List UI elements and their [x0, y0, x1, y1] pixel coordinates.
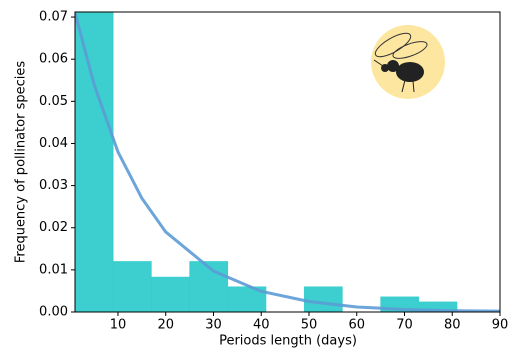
y-tick-label: 0.06 [39, 52, 68, 67]
fit-curve [75, 12, 500, 312]
bar [112, 261, 152, 312]
y-tick-label: 0.04 [39, 136, 68, 151]
x-tick-label: 50 [301, 318, 318, 333]
bar [303, 286, 343, 312]
y-tick-label: 0.01 [39, 262, 68, 277]
bee-icon [371, 25, 445, 99]
y-tick-label: 0.00 [39, 305, 68, 320]
y-tick-label: 0.05 [39, 94, 68, 109]
x-tick-label: 80 [444, 318, 461, 333]
x-tick-label: 70 [396, 318, 413, 333]
x-tick-label: 30 [205, 318, 222, 333]
bar [75, 12, 114, 312]
x-tick-label: 60 [348, 318, 365, 333]
x-tick-label: 20 [157, 318, 174, 333]
bar [151, 276, 190, 312]
y-tick-label: 0.02 [39, 220, 68, 235]
x-tick-label: 40 [253, 318, 270, 333]
y-tick-label: 0.03 [39, 178, 68, 193]
plot-frame [74, 11, 501, 313]
x-axis-label: Periods length (days) [219, 334, 357, 349]
x-tick-label: 10 [110, 318, 127, 333]
bar [189, 261, 229, 312]
y-tick-label: 0.07 [39, 10, 68, 25]
y-axis-label: Frequency of pollinator species [14, 61, 29, 264]
x-tick-label: 90 [492, 318, 509, 333]
